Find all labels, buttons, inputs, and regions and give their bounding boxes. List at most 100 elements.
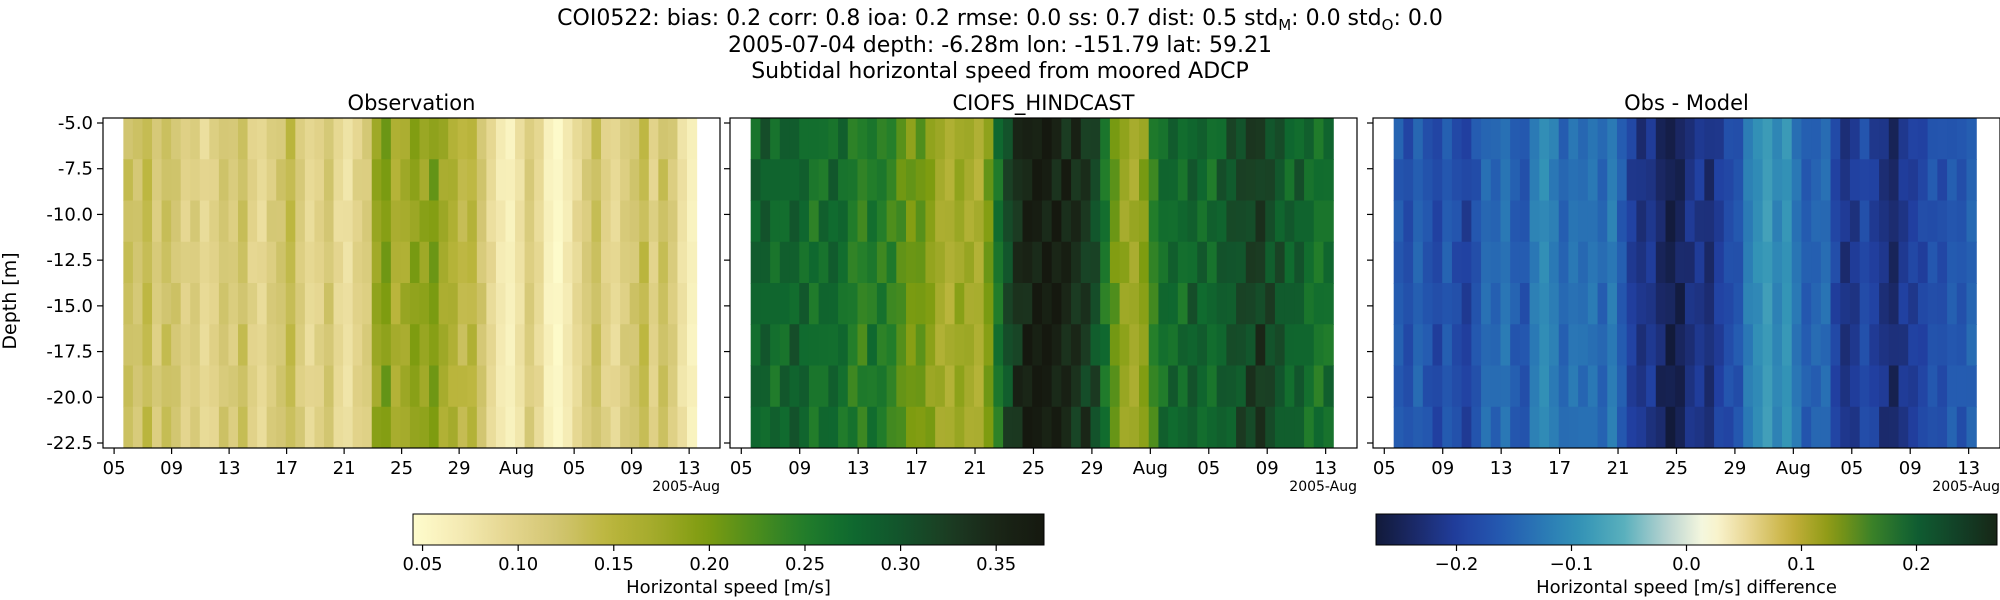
heatmap-cell: [658, 365, 669, 408]
heatmap-cell: [161, 241, 172, 284]
heatmap-cell: [1917, 406, 1929, 448]
heatmap-cell: [808, 200, 820, 243]
heatmap-cell: [333, 159, 344, 202]
heatmap-cell: [1061, 118, 1072, 160]
x-tick-label: 05: [563, 458, 586, 479]
heatmap-cell: [1510, 324, 1521, 367]
panel-title: CIOFS_HINDCAST: [953, 91, 1135, 116]
heatmap-cell: [1236, 406, 1247, 448]
heatmap-cell: [1558, 159, 1570, 202]
heatmap-cell: [1255, 365, 1266, 408]
heatmap-cell: [1840, 200, 1851, 243]
heatmap-cell: [896, 118, 907, 160]
heatmap-cell: [1519, 406, 1531, 448]
heatmap-cell: [534, 159, 545, 202]
heatmap-cell: [1071, 200, 1082, 243]
heatmap-cell: [1723, 324, 1735, 367]
heatmap-cell: [1772, 406, 1783, 448]
heatmap-cell: [935, 159, 946, 202]
heatmap-cell: [629, 365, 640, 408]
heatmap-cell: [1801, 118, 1812, 160]
heatmap-cell: [161, 159, 172, 202]
heatmap-cell: [1849, 283, 1861, 325]
heatmap-cell: [1539, 365, 1550, 408]
heatmap-cell: [1694, 118, 1705, 160]
heatmap-cell: [438, 118, 449, 160]
heatmap-cell: [429, 241, 440, 284]
heatmap-cell: [1071, 118, 1082, 160]
heatmap-cell: [876, 159, 888, 202]
heatmap-cell: [1187, 241, 1198, 284]
heatmap-cell: [199, 159, 210, 202]
heatmap-cell: [954, 406, 965, 448]
heatmap-cell: [1704, 159, 1715, 202]
heatmap-cell: [123, 406, 134, 448]
heatmap-cell: [1733, 406, 1744, 448]
heatmap-cell: [1313, 324, 1325, 367]
heatmap-cell: [467, 200, 478, 243]
heatmap-cell: [857, 200, 868, 243]
heatmap-cell: [1158, 406, 1169, 448]
heatmap-cell: [818, 324, 829, 367]
heatmap-cell: [620, 200, 631, 243]
heatmap-cell: [1090, 324, 1101, 367]
heatmap-cell: [1003, 324, 1014, 367]
heatmap-cell: [935, 406, 946, 448]
heatmap-cell: [438, 365, 449, 408]
heatmap-cell: [1197, 283, 1208, 325]
heatmap-cell: [285, 200, 296, 243]
heatmap-cell: [789, 118, 800, 160]
heatmap-cell: [228, 324, 239, 367]
heatmap-cell: [983, 159, 994, 202]
heatmap-cell: [1041, 200, 1053, 243]
heatmap-cell: [1051, 324, 1062, 367]
heatmap-cell: [448, 283, 459, 325]
heatmap-cell: [218, 200, 230, 243]
heatmap-cell: [438, 200, 449, 243]
heatmap-cell: [467, 118, 478, 160]
heatmap-cell: [486, 406, 497, 448]
heatmap-cell: [1216, 406, 1227, 448]
heatmap-cell: [1471, 200, 1482, 243]
heatmap-cell: [1849, 406, 1861, 448]
heatmap-cell: [1158, 283, 1169, 325]
heatmap-cell: [677, 118, 688, 160]
heatmap-cell: [1840, 365, 1851, 408]
heatmap-cell: [1032, 365, 1043, 408]
heatmap-cell: [199, 283, 210, 325]
colorbar-label: Horizontal speed [m/s] difference: [1536, 577, 1837, 598]
heatmap-cell: [276, 159, 287, 202]
heatmap-cell: [247, 406, 258, 448]
heatmap-cell: [1772, 118, 1783, 160]
heatmap-cell: [1752, 324, 1764, 367]
heatmap-cell: [1061, 324, 1072, 367]
heatmap-cell: [266, 283, 277, 325]
heatmap-cell: [876, 365, 888, 408]
heatmap-cell: [1869, 406, 1880, 448]
heatmap-cell: [1616, 118, 1628, 160]
heatmap-cell: [1956, 365, 1968, 408]
heatmap-cell: [591, 365, 602, 408]
heatmap-cell: [1966, 200, 1977, 243]
heatmap-cell: [1752, 159, 1764, 202]
heatmap-cell: [1791, 406, 1803, 448]
heatmap-cell: [770, 118, 781, 160]
heatmap-cell: [457, 159, 468, 202]
heatmap-cell: [1012, 200, 1024, 243]
heatmap-cell: [1432, 200, 1443, 243]
heatmap-cell: [993, 283, 1004, 325]
heatmap-cell: [362, 200, 373, 243]
heatmap-cell: [1947, 118, 1958, 160]
heatmap-cell: [495, 118, 507, 160]
heatmap-cell: [476, 283, 487, 325]
heatmap-cell: [362, 365, 373, 408]
heatmap-cell: [964, 118, 975, 160]
heatmap-cell: [1665, 118, 1676, 160]
heatmap-cell: [495, 200, 507, 243]
heatmap-cell: [1090, 118, 1101, 160]
heatmap-cell: [935, 118, 946, 160]
heatmap-cell: [1206, 324, 1218, 367]
heatmap-cell: [1177, 241, 1189, 284]
x-tick-label: 09: [160, 458, 183, 479]
